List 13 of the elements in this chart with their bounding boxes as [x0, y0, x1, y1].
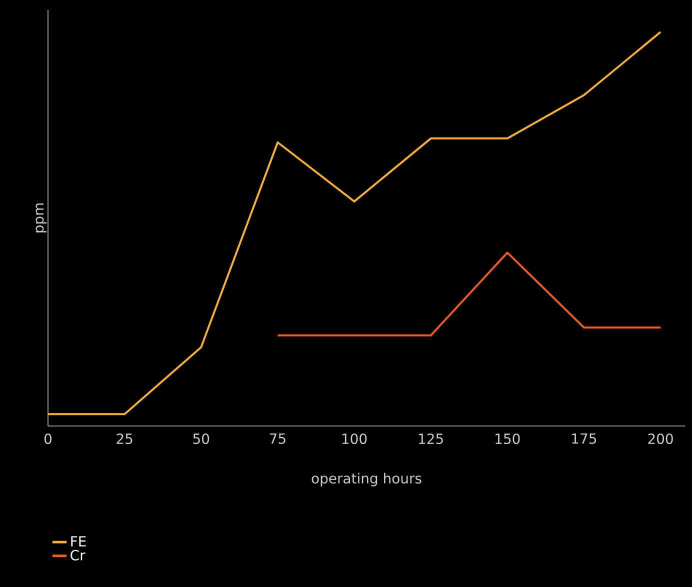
- x-tick-label: 200: [648, 434, 673, 444]
- x-tick-label: 0: [44, 434, 52, 444]
- x-tick-label: 125: [419, 434, 443, 444]
- legend-label: Cr: [70, 550, 86, 560]
- x-tick-label: 50: [193, 434, 210, 444]
- x-tick-label: 75: [270, 434, 286, 444]
- legend-label: FE: [71, 536, 86, 546]
- x-tick-label: 175: [572, 434, 596, 444]
- y-axis-title: ppm: [36, 204, 46, 232]
- x-tick-label: 150: [496, 434, 520, 444]
- x-tick-label: 100: [342, 434, 367, 444]
- x-axis-title: operating hours: [312, 472, 422, 486]
- x-tick-label: 25: [116, 434, 132, 444]
